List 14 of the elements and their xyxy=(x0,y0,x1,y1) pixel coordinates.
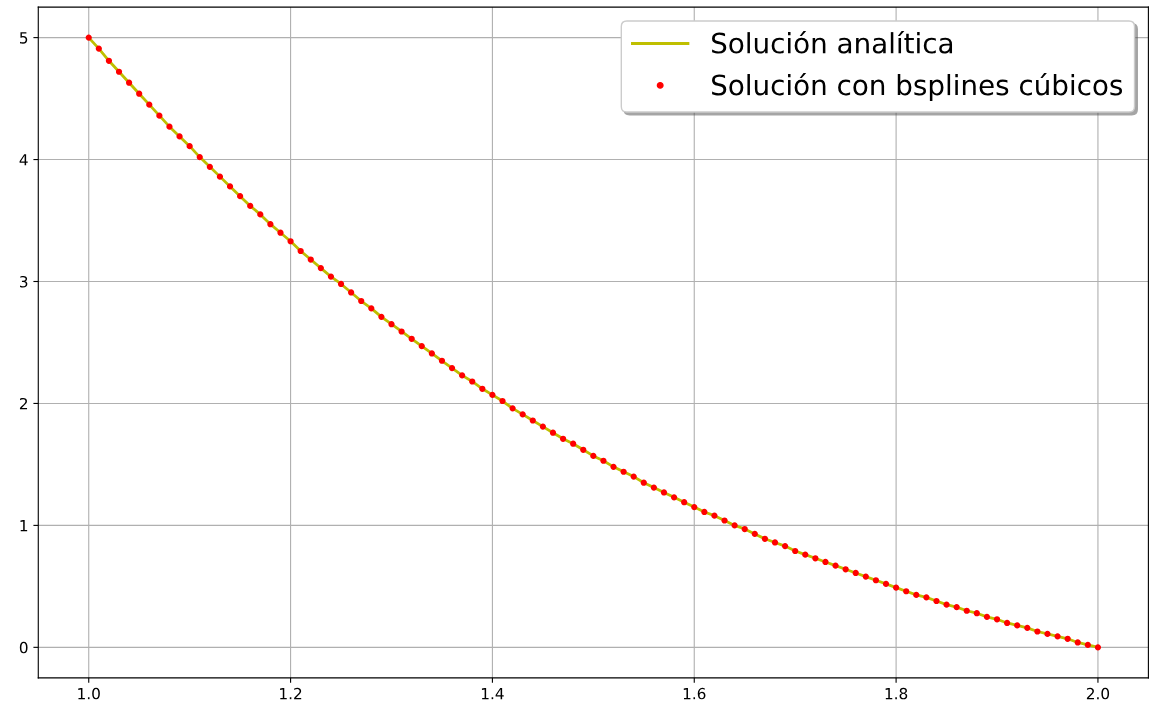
y-tick-label: 3 xyxy=(20,275,28,288)
x-tick-label: 1.0 xyxy=(78,687,100,700)
x-tick-label: 1.8 xyxy=(885,687,908,700)
x-tick-label: 2.0 xyxy=(1086,687,1110,700)
y-tick-label: 5 xyxy=(20,32,28,44)
y-tick-label: 2 xyxy=(19,397,28,410)
legend-label: Solución con bsplines cúbicos xyxy=(712,72,1123,101)
x-tick-label: 1.2 xyxy=(280,687,302,700)
y-tick-label: 4 xyxy=(19,154,28,166)
x-tick-label: 1.6 xyxy=(683,687,706,700)
legend-label: Solución analítica xyxy=(712,31,953,54)
x-tick-label: 1.4 xyxy=(481,688,504,700)
y-tick-label: 0 xyxy=(19,641,28,654)
y-tick-label: 1 xyxy=(20,520,28,532)
